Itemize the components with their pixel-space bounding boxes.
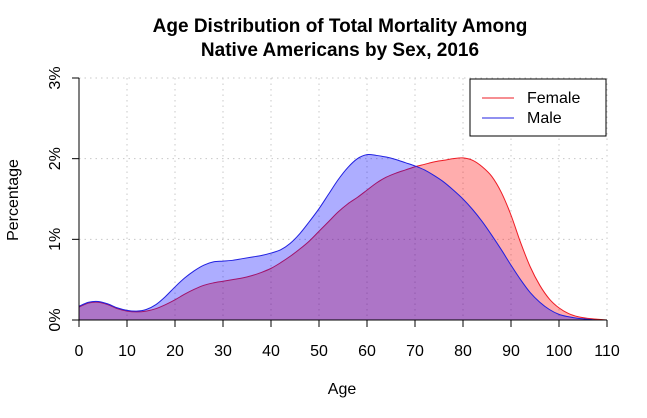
x-tick-label: 40: [262, 343, 280, 360]
chart-title-line-1: Age Distribution of Total Mortality Amon…: [152, 16, 528, 37]
x-tick-label: 30: [214, 343, 232, 360]
y-tick-label: 3%: [47, 66, 64, 89]
series-area-female: [79, 157, 607, 320]
series-layer: [78, 153, 608, 321]
legend-label-female: Female: [527, 90, 580, 107]
legend-label-male: Male: [527, 110, 562, 127]
x-tick-label: 10: [118, 343, 136, 360]
y-tick-label: 2%: [47, 147, 64, 170]
chart-title-line-2: Native Americans by Sex, 2016: [200, 40, 480, 61]
y-axis-label: Percentage: [5, 159, 22, 241]
x-tick-label: 50: [310, 343, 328, 360]
y-tick-label: 0%: [47, 308, 64, 331]
x-tick-label: 60: [358, 343, 376, 360]
x-tick-label: 110: [594, 343, 620, 360]
x-tick-label: 80: [454, 343, 472, 360]
x-tick-label: 90: [502, 343, 520, 360]
series-area-male: [79, 154, 607, 321]
x-tick-label: 0: [75, 343, 84, 360]
x-tick-label: 20: [166, 343, 184, 360]
x-axis-label: Age: [328, 381, 357, 398]
x-tick-label: 100: [546, 343, 573, 360]
series-line-male: [78, 153, 608, 321]
y-tick-label: 1%: [47, 228, 64, 251]
x-tick-label: 70: [406, 343, 424, 360]
legend-box: [469, 78, 607, 137]
series-line-female: [78, 157, 608, 321]
legend: Female Male: [469, 78, 607, 137]
axes: 0 10 20 30 40 50 60 70 80 90 100 110 0% 1% 2% 3%: [47, 66, 620, 360]
